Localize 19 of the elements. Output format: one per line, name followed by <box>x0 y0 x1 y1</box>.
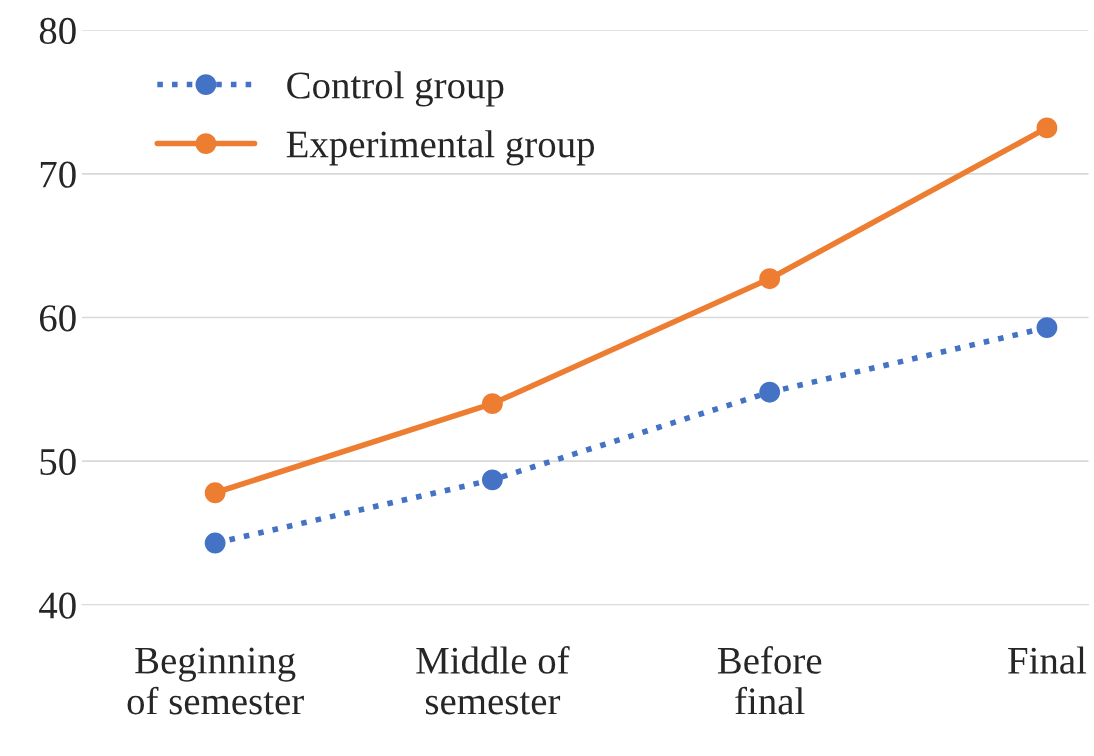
point <box>1036 317 1058 338</box>
legend-label: Experimental group <box>286 130 595 166</box>
point <box>759 381 781 403</box>
x-tick-label: Middle of semester <box>416 646 570 715</box>
y-tick-label: 70 <box>40 161 76 188</box>
x-tick-label: Before final <box>717 646 822 715</box>
x-tick-label: Final <box>1008 646 1087 674</box>
point <box>204 532 226 554</box>
y-tick-label: 50 <box>40 448 76 476</box>
point <box>481 469 503 491</box>
point <box>1036 117 1058 139</box>
point <box>481 393 503 415</box>
point <box>759 268 781 290</box>
point <box>204 482 226 504</box>
y-tick-label: 60 <box>39 305 76 332</box>
y-tick-label: 40 <box>39 592 76 619</box>
x-tick-label: Beginning of semester <box>127 647 304 715</box>
y-tick-label: 80 <box>39 17 76 45</box>
legend-label: Control group <box>287 71 504 107</box>
